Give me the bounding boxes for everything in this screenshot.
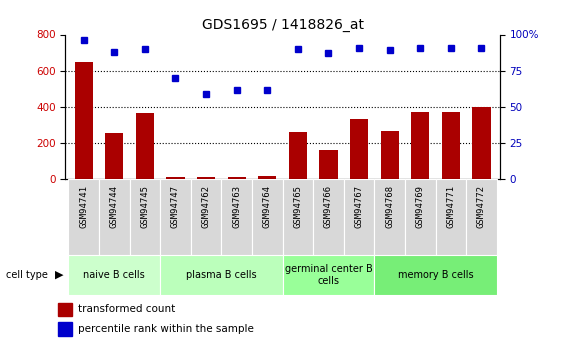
Bar xyxy=(130,179,160,255)
Bar xyxy=(59,323,72,336)
Bar xyxy=(381,131,399,179)
Bar xyxy=(228,177,246,179)
Bar xyxy=(374,179,405,255)
Bar xyxy=(136,113,154,179)
Bar xyxy=(74,62,93,179)
Bar xyxy=(289,132,307,179)
Text: GSM94767: GSM94767 xyxy=(354,186,364,228)
Text: percentile rank within the sample: percentile rank within the sample xyxy=(78,324,254,334)
Bar xyxy=(160,255,283,295)
Bar xyxy=(191,179,222,255)
Text: GSM94766: GSM94766 xyxy=(324,186,333,228)
Bar xyxy=(313,179,344,255)
Text: plasma B cells: plasma B cells xyxy=(186,270,257,280)
Bar xyxy=(252,179,283,255)
Bar xyxy=(105,133,123,179)
Bar xyxy=(166,177,185,179)
Bar xyxy=(258,176,277,179)
Text: GSM94747: GSM94747 xyxy=(171,186,180,228)
Bar xyxy=(283,179,313,255)
Bar xyxy=(405,179,436,255)
Text: GSM94771: GSM94771 xyxy=(446,186,456,228)
Text: ▶: ▶ xyxy=(55,270,64,280)
Bar xyxy=(99,179,130,255)
Bar xyxy=(344,179,374,255)
Bar xyxy=(68,255,160,295)
Text: GSM94744: GSM94744 xyxy=(110,186,119,228)
Bar xyxy=(68,179,99,255)
Bar xyxy=(466,179,497,255)
Text: GSM94768: GSM94768 xyxy=(385,186,394,228)
Bar xyxy=(411,112,429,179)
Bar xyxy=(442,112,460,179)
Text: GSM94772: GSM94772 xyxy=(477,186,486,228)
Text: germinal center B
cells: germinal center B cells xyxy=(285,264,373,286)
Title: GDS1695 / 1418826_at: GDS1695 / 1418826_at xyxy=(202,18,364,32)
Bar xyxy=(222,179,252,255)
Text: naive B cells: naive B cells xyxy=(83,270,145,280)
Bar xyxy=(473,107,491,179)
Bar xyxy=(59,303,72,316)
Text: GSM94769: GSM94769 xyxy=(416,186,425,228)
Text: GSM94763: GSM94763 xyxy=(232,186,241,228)
Text: memory B cells: memory B cells xyxy=(398,270,473,280)
Bar xyxy=(160,179,191,255)
Bar xyxy=(436,179,466,255)
Bar xyxy=(350,119,368,179)
Text: GSM94741: GSM94741 xyxy=(79,186,88,228)
Text: transformed count: transformed count xyxy=(78,304,176,314)
Bar xyxy=(374,255,497,295)
Text: cell type: cell type xyxy=(6,270,48,280)
Text: GSM94764: GSM94764 xyxy=(263,186,272,228)
Text: GSM94745: GSM94745 xyxy=(140,186,149,228)
Text: GSM94765: GSM94765 xyxy=(294,186,302,228)
Bar xyxy=(283,255,374,295)
Bar xyxy=(319,149,337,179)
Text: GSM94762: GSM94762 xyxy=(202,186,211,228)
Bar xyxy=(197,177,215,179)
